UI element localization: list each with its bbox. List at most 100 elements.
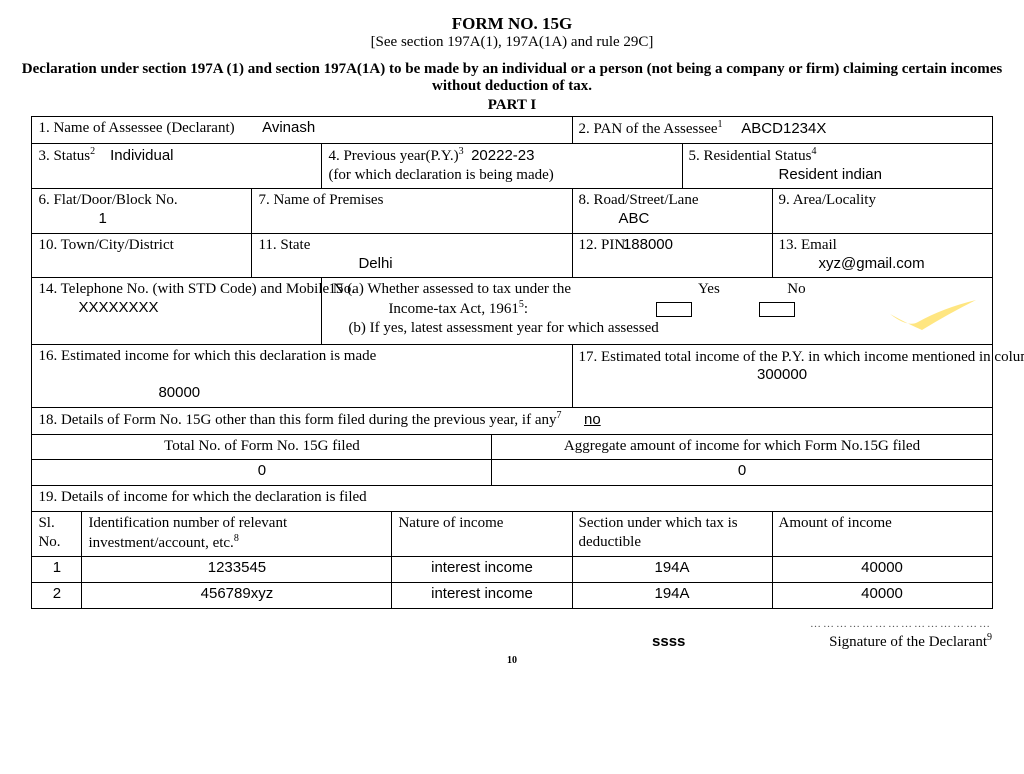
- col-section: Section under which tax is deductible: [572, 511, 772, 557]
- label-col-section: Section under which tax is deductible: [579, 515, 738, 550]
- field-19-header: 19. Details of income for which the decl…: [32, 486, 992, 512]
- field-13-email: 13. Email xyz@gmail.com: [772, 233, 992, 278]
- label-resstatus: 5. Residential Status: [689, 148, 812, 164]
- label-status: 3. Status: [38, 148, 90, 164]
- cell-section: 194A: [572, 583, 772, 609]
- label-19: 19. Details of income for which the decl…: [38, 489, 366, 505]
- value-id-2: 456789xyz: [201, 585, 274, 602]
- label-name: 1. Name of Assessee (Declarant): [38, 119, 234, 138]
- field-18b-value: 0: [492, 460, 992, 486]
- field-17-totalincome: 17. Estimated total income of the P.Y. i…: [572, 344, 992, 407]
- label-15b: (b) If yes, latest assessment year for w…: [348, 320, 658, 336]
- label-road: 8. Road/Street/Lane: [579, 192, 699, 208]
- value-pan: ABCD1234X: [741, 120, 826, 137]
- label-yes: Yes: [698, 281, 720, 297]
- signature-area: …………………………………… ssss Signature of the Dec…: [32, 615, 992, 651]
- label-pan: 2. PAN of the Assessee: [579, 121, 718, 137]
- value-amt-1: 40000: [861, 559, 903, 576]
- field-18a-value: 0: [32, 460, 492, 486]
- cell-sl: 1: [32, 557, 82, 583]
- sup-bottom: 10: [507, 655, 517, 666]
- field-10-town: 10. Town/City/District: [32, 233, 252, 278]
- signature-value: ssss: [652, 633, 685, 650]
- form-title: FORM NO. 15G: [12, 14, 1012, 34]
- field-14-phone: 14. Telephone No. (with STD Code) and Mo…: [32, 278, 322, 344]
- field-11-state: 11. State Delhi: [252, 233, 572, 278]
- field-9-locality: 9. Area/Locality: [772, 189, 992, 234]
- col-sl: Sl. No.: [32, 511, 82, 557]
- label-state: 11. State: [258, 237, 310, 253]
- cell-sl: 2: [32, 583, 82, 609]
- value-resstatus: Resident indian: [779, 166, 882, 183]
- label-py-b: (for which declaration is being made): [328, 167, 553, 183]
- label-town: 10. Town/City/District: [38, 237, 173, 253]
- value-18: no: [584, 411, 601, 428]
- checkbox-no[interactable]: [759, 302, 795, 317]
- label-py-a: 4. Previous year(P.Y.): [328, 148, 458, 164]
- sup-signature: 9: [987, 632, 992, 643]
- field-8-road: 8. Road/Street/Lane ABC: [572, 189, 772, 234]
- label-col-nature: Nature of income: [398, 515, 503, 531]
- label-premises: 7. Name of Premises: [258, 192, 383, 208]
- cell-id: 456789xyz: [82, 583, 392, 609]
- bottom-fragment: 10: [12, 655, 1012, 674]
- form-see-section: [See section 197A(1), 197A(1A) and rule …: [12, 34, 1012, 51]
- value-py: 20222-23: [471, 147, 534, 164]
- highlight-checkmark-icon: [888, 300, 978, 332]
- label-col-id: Identification number of relevant invest…: [88, 515, 287, 551]
- value-17: 300000: [579, 366, 986, 385]
- value-road: ABC: [619, 210, 650, 227]
- sup-15: 5: [519, 299, 524, 310]
- field-18a-label: Total No. of Form No. 15G filed: [32, 434, 492, 460]
- label-no: No: [787, 281, 805, 297]
- income-row: 1 1233545 interest income 194A 40000: [32, 557, 992, 583]
- value-16: 80000: [158, 384, 200, 401]
- label-18a: Total No. of Form No. 15G filed: [164, 438, 360, 454]
- col-nature: Nature of income: [392, 511, 572, 557]
- sup-resstatus: 4: [811, 146, 816, 157]
- label-email: 13. Email: [779, 237, 837, 253]
- value-sec-2: 194A: [654, 585, 689, 602]
- sup-py: 3: [459, 146, 464, 157]
- checkbox-yes[interactable]: [656, 302, 692, 317]
- part-heading: PART I: [12, 97, 1012, 114]
- col-amount: Amount of income: [772, 511, 992, 557]
- label-col-sl: Sl. No.: [38, 515, 60, 550]
- label-15a-line2: Income-tax Act, 1961: [388, 301, 518, 317]
- value-status: Individual: [110, 147, 173, 164]
- label-15a: 15 (a) Whether assessed to tax under the: [328, 281, 571, 297]
- signature-label: Signature of the Declarant: [829, 634, 987, 650]
- signature-dots: ……………………………………: [810, 618, 992, 630]
- value-nat-1: interest income: [431, 559, 533, 576]
- field-3-status: 3. Status2 Individual: [32, 143, 322, 189]
- field-12-pin: 12. PIN 188000: [572, 233, 772, 278]
- label-17: 17. Estimated total income of the P.Y. i…: [579, 349, 1024, 365]
- sup-pan: 1: [718, 119, 723, 130]
- value-phone: XXXXXXXX: [78, 299, 158, 316]
- label-16: 16. Estimated income for which this decl…: [38, 348, 376, 364]
- declaration-heading: Declaration under section 197A (1) and s…: [12, 61, 1012, 95]
- form-15g-table: 1. Name of Assessee (Declarant) Avinash …: [31, 116, 992, 609]
- value-sec-1: 194A: [654, 559, 689, 576]
- label-flat: 6. Flat/Door/Block No.: [38, 192, 177, 208]
- value-sl-1: 1: [53, 559, 61, 576]
- field-1-name: 1. Name of Assessee (Declarant) Avinash: [32, 117, 572, 144]
- cell-section: 194A: [572, 557, 772, 583]
- value-pin: 188000: [623, 236, 673, 253]
- value-id-1: 1233545: [208, 559, 266, 576]
- label-locality: 9. Area/Locality: [779, 192, 876, 208]
- field-18-header: 18. Details of Form No. 15G other than t…: [32, 407, 992, 434]
- cell-nature: interest income: [392, 583, 572, 609]
- value-sl-2: 2: [53, 585, 61, 602]
- field-16-estincome: 16. Estimated income for which this decl…: [32, 344, 572, 407]
- cell-nature: interest income: [392, 557, 572, 583]
- field-2-pan: 2. PAN of the Assessee1 ABCD1234X: [572, 117, 992, 144]
- value-amt-2: 40000: [861, 585, 903, 602]
- label-18: 18. Details of Form No. 15G other than t…: [38, 412, 556, 428]
- field-15-assessed: 15 (a) Whether assessed to tax under the…: [322, 278, 992, 344]
- value-18a: 0: [258, 462, 266, 479]
- field-6-flat: 6. Flat/Door/Block No. 1: [32, 189, 252, 234]
- field-7-premises: 7. Name of Premises: [252, 189, 572, 234]
- sup-status: 2: [90, 146, 95, 157]
- value-state: Delhi: [358, 255, 392, 272]
